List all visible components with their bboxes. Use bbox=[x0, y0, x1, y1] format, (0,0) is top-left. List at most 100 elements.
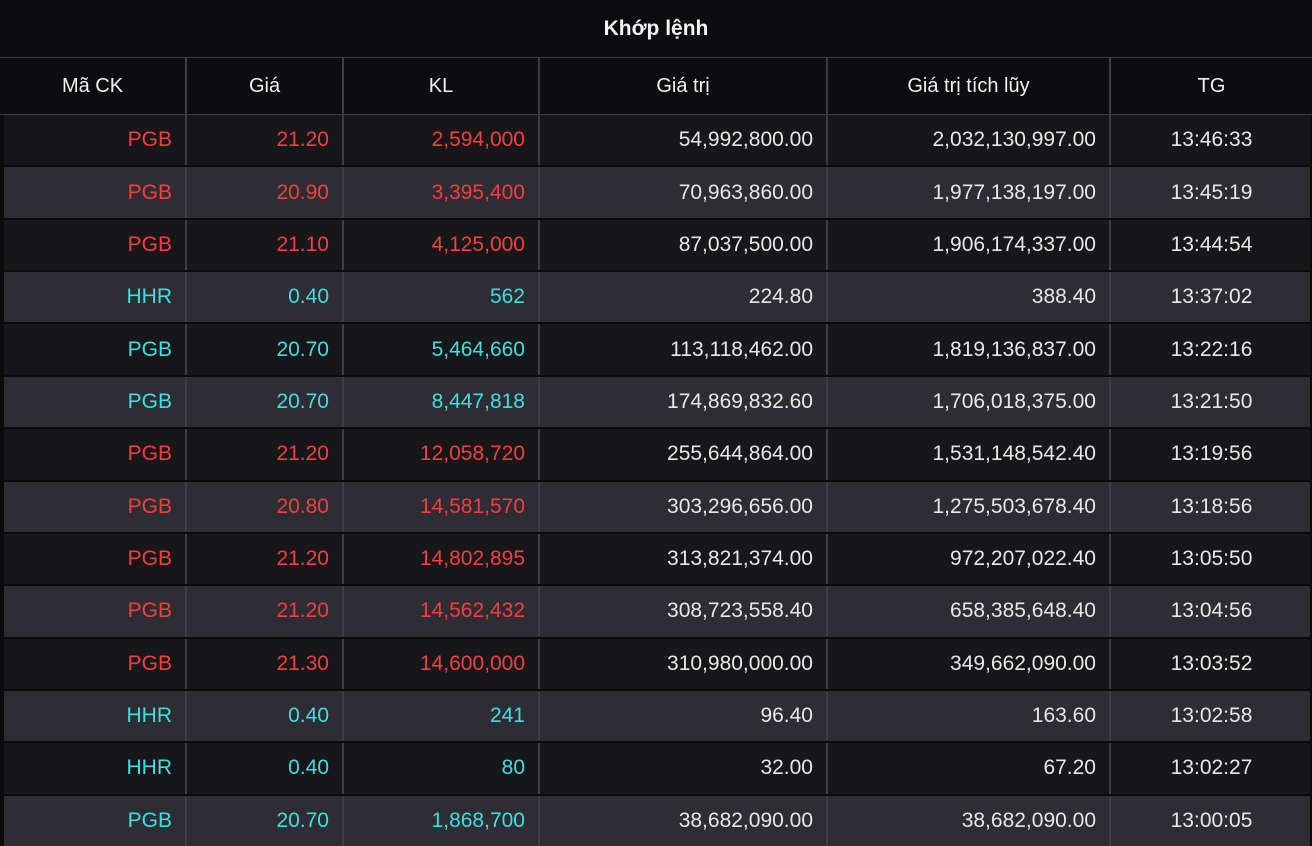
column-header-symbol: Mã CK bbox=[61, 74, 124, 97]
cell-volume: 14,600,000 bbox=[342, 638, 538, 689]
cell-value: 308,723,558.40 bbox=[538, 586, 826, 637]
cell-cumulative-value: 1,977,138,197.00 bbox=[826, 167, 1109, 218]
cell-time: 13:00:05 bbox=[1109, 795, 1312, 846]
cell-symbol: PGB bbox=[127, 337, 172, 361]
cell-volume: 14,562,432 bbox=[342, 586, 538, 637]
cell-symbol: HHR bbox=[126, 285, 173, 309]
cell-price: 20.70 bbox=[185, 376, 342, 428]
cell-cumulative-value: 1,706,018,375.00 bbox=[826, 376, 1109, 428]
cell-value: 310,980,000.00 bbox=[538, 638, 826, 689]
cell-volume: 3,395,400 bbox=[342, 167, 538, 218]
cell-cumulative-value: 1,275,503,678.40 bbox=[826, 481, 1109, 532]
cell-price: 21.20 bbox=[185, 586, 342, 637]
cell-cumulative-value: 972,207,022.40 bbox=[826, 533, 1109, 585]
table-row[interactable]: PGB 21.20 2,594,000 54,992,800.00 2,032,… bbox=[0, 115, 1312, 166]
cell-time: 13:05:50 bbox=[1109, 533, 1312, 585]
cell-cumulative-value: 1,531,148,542.40 bbox=[826, 429, 1109, 480]
cell-symbol: PGB bbox=[127, 442, 172, 466]
cell-price: 20.70 bbox=[185, 324, 342, 375]
cell-time: 13:45:19 bbox=[1109, 167, 1312, 218]
cell-time: 13:02:58 bbox=[1109, 690, 1312, 742]
table-row[interactable]: HHR 0.40 80 32.00 67.20 13:02:27 bbox=[0, 741, 1312, 794]
cell-price: 21.20 bbox=[185, 533, 342, 585]
table-row[interactable]: PGB 20.80 14,581,570 303,296,656.00 1,27… bbox=[0, 479, 1312, 532]
cell-value: 113,118,462.00 bbox=[538, 324, 826, 375]
cell-cumulative-value: 163.60 bbox=[826, 690, 1109, 742]
table-row[interactable]: PGB 20.90 3,395,400 70,963,860.00 1,977,… bbox=[0, 165, 1312, 218]
table-row[interactable]: PGB 21.20 14,562,432 308,723,558.40 658,… bbox=[0, 584, 1312, 637]
cell-symbol: PGB bbox=[127, 599, 172, 623]
cell-symbol: PGB bbox=[127, 494, 172, 518]
cell-volume: 4,125,000 bbox=[342, 219, 538, 271]
cell-price: 0.40 bbox=[185, 743, 342, 794]
column-header-time: TG bbox=[1109, 58, 1312, 114]
cell-symbol: PGB bbox=[127, 808, 172, 832]
table-body: PGB 21.20 2,594,000 54,992,800.00 2,032,… bbox=[0, 115, 1312, 846]
cell-symbol: HHR bbox=[126, 756, 173, 780]
cell-value: 87,037,500.00 bbox=[538, 219, 826, 271]
cell-price: 20.80 bbox=[185, 481, 342, 532]
cell-cumulative-value: 349,662,090.00 bbox=[826, 638, 1109, 689]
cell-volume: 5,464,660 bbox=[342, 324, 538, 375]
cell-time: 13:19:56 bbox=[1109, 429, 1312, 480]
cell-value: 54,992,800.00 bbox=[538, 115, 826, 166]
cell-value: 96.40 bbox=[538, 690, 826, 742]
cell-price: 21.20 bbox=[185, 429, 342, 480]
cell-volume: 8,447,818 bbox=[342, 376, 538, 428]
cell-time: 13:46:33 bbox=[1109, 115, 1312, 166]
cell-value: 174,869,832.60 bbox=[538, 376, 826, 428]
cell-symbol: PGB bbox=[127, 180, 172, 204]
cell-value: 303,296,656.00 bbox=[538, 481, 826, 532]
cell-value: 224.80 bbox=[538, 272, 826, 323]
cell-price: 21.30 bbox=[185, 638, 342, 689]
cell-value: 32.00 bbox=[538, 743, 826, 794]
cell-volume: 12,058,720 bbox=[342, 429, 538, 480]
column-header-value: Giá trị bbox=[538, 58, 826, 114]
cell-price: 0.40 bbox=[185, 690, 342, 742]
cell-symbol: PGB bbox=[127, 651, 172, 675]
cell-cumulative-value: 2,032,130,997.00 bbox=[826, 115, 1109, 166]
cell-value: 70,963,860.00 bbox=[538, 167, 826, 218]
cell-symbol: HHR bbox=[126, 704, 173, 728]
table-row[interactable]: PGB 20.70 8,447,818 174,869,832.60 1,706… bbox=[0, 374, 1312, 428]
cell-volume: 241 bbox=[342, 690, 538, 742]
cell-time: 13:21:50 bbox=[1109, 376, 1312, 428]
cell-value: 255,644,864.00 bbox=[538, 429, 826, 480]
cell-symbol: PGB bbox=[127, 547, 172, 571]
cell-volume: 80 bbox=[342, 743, 538, 794]
cell-volume: 2,594,000 bbox=[342, 115, 538, 166]
cell-price: 21.10 bbox=[185, 219, 342, 271]
cell-symbol: PGB bbox=[127, 232, 172, 256]
cell-value: 38,682,090.00 bbox=[538, 795, 826, 846]
cell-price: 20.70 bbox=[185, 795, 342, 846]
column-header-volume: KL bbox=[342, 58, 538, 114]
cell-time: 13:44:54 bbox=[1109, 219, 1312, 271]
table-row[interactable]: PGB 21.10 4,125,000 87,037,500.00 1,906,… bbox=[0, 217, 1312, 271]
cell-cumulative-value: 388.40 bbox=[826, 272, 1109, 323]
cell-price: 20.90 bbox=[185, 167, 342, 218]
cell-price: 21.20 bbox=[185, 115, 342, 166]
table-header-row: Mã CK Giá KL Giá trị Giá trị tích lũy TG bbox=[0, 58, 1312, 115]
cell-volume: 1,868,700 bbox=[342, 795, 538, 846]
panel-title: Khớp lệnh bbox=[0, 0, 1312, 58]
table-row[interactable]: PGB 21.20 14,802,895 313,821,374.00 972,… bbox=[0, 531, 1312, 585]
cell-time: 13:04:56 bbox=[1109, 586, 1312, 637]
cell-symbol: PGB bbox=[127, 389, 172, 413]
cell-cumulative-value: 1,906,174,337.00 bbox=[826, 219, 1109, 271]
cell-price: 0.40 bbox=[185, 272, 342, 323]
cell-cumulative-value: 1,819,136,837.00 bbox=[826, 324, 1109, 375]
cell-volume: 562 bbox=[342, 272, 538, 323]
table-row[interactable]: HHR 0.40 241 96.40 163.60 13:02:58 bbox=[0, 688, 1312, 742]
cell-time: 13:18:56 bbox=[1109, 481, 1312, 532]
table-row[interactable]: PGB 20.70 1,868,700 38,682,090.00 38,682… bbox=[0, 793, 1312, 846]
cell-volume: 14,581,570 bbox=[342, 481, 538, 532]
table-row[interactable]: PGB 21.30 14,600,000 310,980,000.00 349,… bbox=[0, 636, 1312, 689]
cell-time: 13:22:16 bbox=[1109, 324, 1312, 375]
table-row[interactable]: PGB 21.20 12,058,720 255,644,864.00 1,53… bbox=[0, 427, 1312, 480]
table-row[interactable]: HHR 0.40 562 224.80 388.40 13:37:02 bbox=[0, 270, 1312, 323]
cell-value: 313,821,374.00 bbox=[538, 533, 826, 585]
cell-symbol: PGB bbox=[127, 128, 172, 152]
cell-time: 13:02:27 bbox=[1109, 743, 1312, 794]
table-row[interactable]: PGB 20.70 5,464,660 113,118,462.00 1,819… bbox=[0, 322, 1312, 375]
cell-cumulative-value: 38,682,090.00 bbox=[826, 795, 1109, 846]
